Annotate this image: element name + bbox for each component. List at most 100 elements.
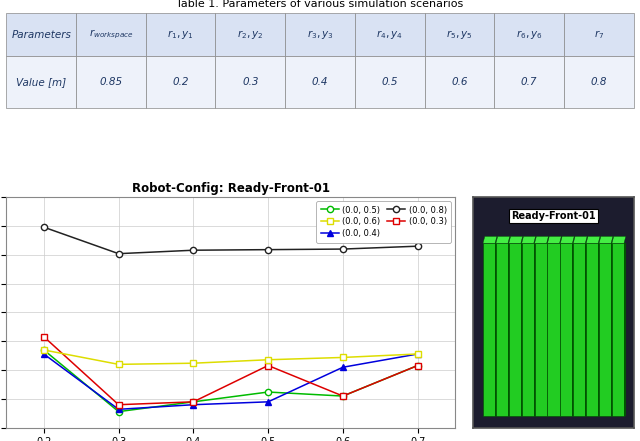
Polygon shape [547,236,561,243]
(0.0, 0.6) [414,351,422,357]
(0.0, 0.8) [189,247,197,253]
Bar [495,243,497,416]
Text: Parameters: Parameters [12,30,71,40]
Line [41,333,421,408]
(0.0, 0.5) [115,409,122,414]
(0.0, 0.3) [115,402,122,407]
Bar [612,243,624,416]
Bar [598,243,600,416]
FancyBboxPatch shape [285,56,355,108]
Polygon shape [522,236,536,243]
Bar [483,243,495,416]
(0.0, 0.8) [264,247,272,252]
FancyBboxPatch shape [355,56,424,108]
(0.0, 0.3) [264,363,272,368]
Text: 0.4: 0.4 [312,77,328,87]
FancyBboxPatch shape [76,56,146,108]
(0.0, 0.5) [339,393,347,399]
Bar [599,243,611,416]
(0.0, 0.5) [264,389,272,395]
(0.0, 0.5) [40,348,47,353]
Text: $r_5,y_5$: $r_5,y_5$ [446,28,473,41]
FancyBboxPatch shape [564,13,634,56]
Polygon shape [509,236,523,243]
Polygon shape [599,236,613,243]
FancyBboxPatch shape [285,13,355,56]
Bar [496,243,508,416]
Bar [508,243,510,416]
(0.0, 0.3) [189,399,197,404]
Bar [547,243,548,416]
Line [41,351,421,412]
Line [41,347,421,367]
Text: 0.6: 0.6 [451,77,468,87]
Text: $r_4,y_4$: $r_4,y_4$ [376,28,403,41]
Line [41,347,421,415]
Title: Robot-Config: Ready-Front-01: Robot-Config: Ready-Front-01 [132,182,330,194]
(0.0, 0.5) [414,363,422,368]
Bar [521,243,523,416]
(0.0, 0.6) [339,355,347,360]
FancyBboxPatch shape [494,13,564,56]
Bar [547,243,559,416]
Bar [534,243,536,416]
(0.0, 0.3) [339,393,347,399]
Text: $r_7$: $r_7$ [594,28,604,41]
Bar [522,243,534,416]
Text: 0.85: 0.85 [99,77,122,87]
(0.0, 0.3) [414,363,422,368]
Polygon shape [573,236,587,243]
FancyBboxPatch shape [424,13,494,56]
Text: $r_1,y_1$: $r_1,y_1$ [167,28,194,41]
(0.0, 0.6) [40,348,47,353]
Text: $r_3,y_3$: $r_3,y_3$ [307,28,333,41]
FancyBboxPatch shape [424,56,494,108]
(0.0, 0.4) [189,402,197,407]
Bar [572,243,574,416]
FancyBboxPatch shape [146,56,216,108]
(0.0, 0.6) [189,361,197,366]
(0.0, 0.6) [115,362,122,367]
Bar [534,243,547,416]
FancyBboxPatch shape [355,13,424,56]
(0.0, 0.4) [414,351,422,357]
(0.0, 0.4) [115,407,122,412]
Text: $r_6,y_6$: $r_6,y_6$ [516,28,543,41]
(0.0, 0.5) [189,399,197,404]
Text: Table 1. Parameters of various simulation scenarios: Table 1. Parameters of various simulatio… [177,0,463,8]
Bar [624,243,626,416]
FancyBboxPatch shape [6,13,76,56]
Polygon shape [612,236,626,243]
(0.0, 0.4) [40,351,47,357]
(0.0, 0.4) [339,365,347,370]
(0.0, 0.8) [414,243,422,249]
(0.0, 0.4) [264,399,272,404]
(0.0, 0.8) [115,251,122,256]
FancyBboxPatch shape [76,13,146,56]
Line [41,224,421,257]
Bar [611,243,613,416]
FancyBboxPatch shape [564,56,634,108]
FancyBboxPatch shape [146,13,216,56]
Bar [573,243,586,416]
Bar [561,243,572,416]
Text: 0.2: 0.2 [172,77,189,87]
Text: 0.5: 0.5 [381,77,398,87]
Polygon shape [496,236,510,243]
(0.0, 0.8) [339,247,347,252]
FancyBboxPatch shape [6,56,76,108]
Text: $r_2,y_2$: $r_2,y_2$ [237,28,264,41]
Text: $r_{workspace}$: $r_{workspace}$ [88,28,133,41]
Bar [559,243,561,416]
Bar [509,243,521,416]
FancyBboxPatch shape [216,56,285,108]
Polygon shape [561,236,574,243]
(0.0, 0.6) [264,357,272,363]
Text: 0.3: 0.3 [242,77,259,87]
(0.0, 0.8) [40,224,47,230]
(0.0, 0.3) [40,334,47,339]
FancyBboxPatch shape [216,13,285,56]
Polygon shape [586,236,600,243]
Polygon shape [483,236,497,243]
FancyBboxPatch shape [494,56,564,108]
